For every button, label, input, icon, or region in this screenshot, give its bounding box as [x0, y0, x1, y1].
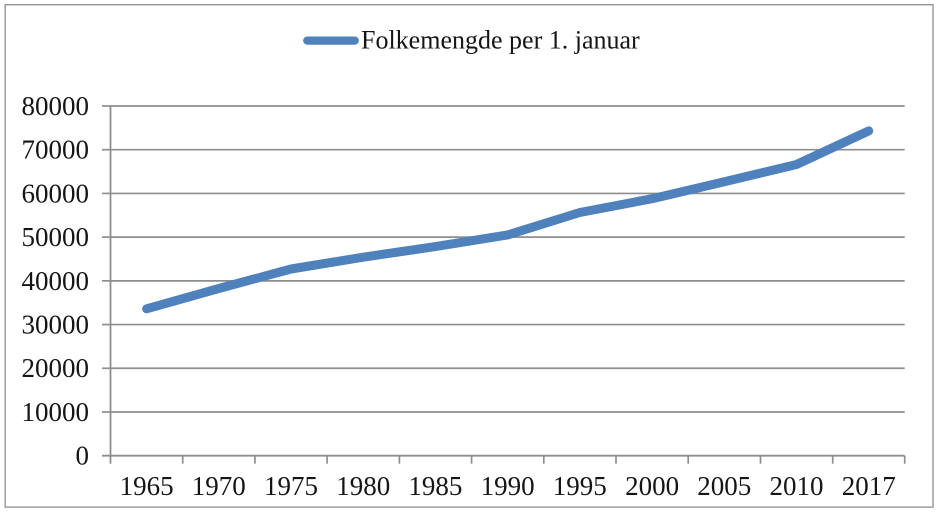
svg-text:1990: 1990	[481, 471, 535, 501]
svg-text:20000: 20000	[22, 353, 90, 383]
svg-text:2000: 2000	[625, 471, 679, 501]
svg-text:2005: 2005	[697, 471, 751, 501]
svg-text:1975: 1975	[264, 471, 318, 501]
svg-text:10000: 10000	[22, 397, 90, 427]
svg-text:1995: 1995	[553, 471, 607, 501]
svg-text:50000: 50000	[22, 222, 90, 252]
svg-text:1965: 1965	[120, 471, 174, 501]
svg-text:70000: 70000	[22, 135, 90, 165]
svg-text:30000: 30000	[22, 309, 90, 339]
svg-text:1980: 1980	[336, 471, 390, 501]
svg-text:40000: 40000	[22, 266, 90, 296]
svg-text:2017: 2017	[842, 471, 896, 501]
svg-text:Folkemengde per 1. januar: Folkemengde per 1. januar	[361, 26, 640, 55]
svg-text:1985: 1985	[408, 471, 462, 501]
svg-text:60000: 60000	[22, 178, 90, 208]
svg-text:1970: 1970	[192, 471, 246, 501]
svg-text:80000: 80000	[22, 91, 90, 121]
svg-text:0: 0	[76, 441, 90, 471]
svg-text:2010: 2010	[770, 471, 824, 501]
